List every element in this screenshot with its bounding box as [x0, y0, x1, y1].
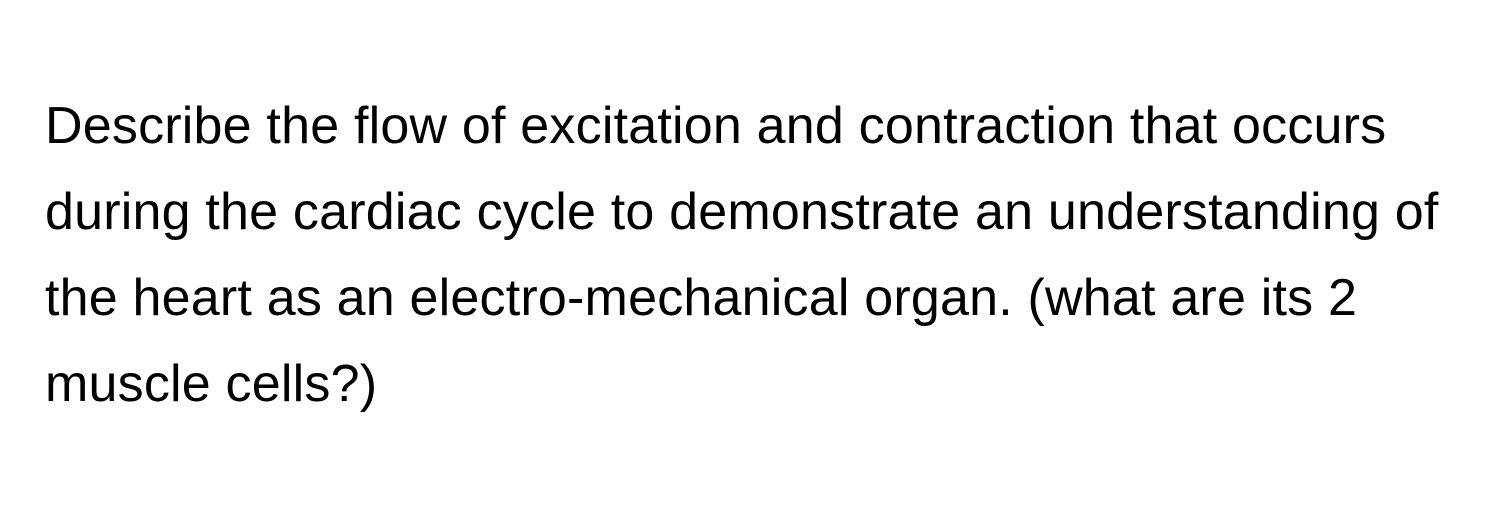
- question-text: Describe the flow of excitation and cont…: [45, 84, 1455, 427]
